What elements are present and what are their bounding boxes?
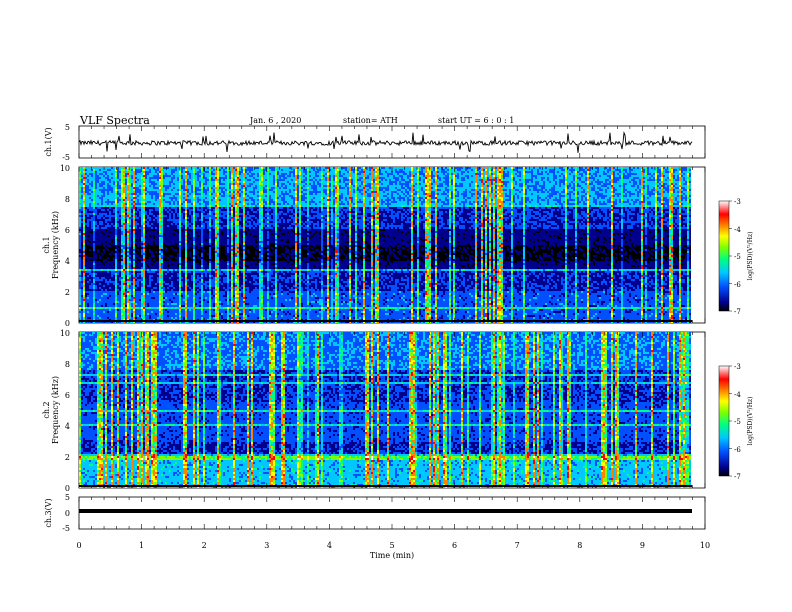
ch2-colorbar-tick-m4: -4 [734, 391, 741, 399]
ch1-spectrogram-panel: 10 8 6 4 2 0 ch.1 Frequency (kHz) [42, 164, 705, 328]
ch2-colorbar-tick-m5: -5 [734, 418, 741, 426]
ch2-colorbar-gradient [719, 366, 729, 476]
ch2-colorbar-tick-m3: -3 [734, 363, 741, 371]
time-axis-label: Time (min) [370, 551, 414, 560]
ch1-ytick-top: 5 [65, 123, 70, 132]
ch2-freq-tick-6: 6 [65, 391, 70, 400]
ch2-freq-tick-0: 0 [65, 484, 70, 493]
ch1-freq-tick-10: 10 [60, 164, 70, 173]
ch3-waveform-panel: 5 0 -5 ch.3(V) [44, 493, 705, 533]
ch1-colorbar-label: log(PSD)(V²/Hz) [747, 232, 754, 281]
time-tick-label: 9 [640, 541, 645, 550]
time-tick-label: 2 [202, 541, 207, 550]
ch2-colorbar-ticks [729, 366, 732, 476]
ch2-freq-tick-8: 8 [65, 360, 70, 369]
ch1-colorbar-gradient [719, 201, 729, 311]
ch2-spec-channel-label: ch.2 [42, 401, 51, 418]
ch2-freq-tick-4: 4 [65, 422, 70, 431]
time-tick-label: 1 [139, 541, 144, 550]
ch1-colorbar-tick-m3: -3 [734, 198, 741, 206]
ch2-freq-tick-10: 10 [60, 329, 70, 338]
time-tick-label: 7 [515, 541, 520, 550]
ch1-waveform-panel: 5 -5 ch.1(V) [44, 123, 705, 162]
ch1-freq-tick-0: 0 [65, 319, 70, 328]
time-tick-label: 0 [76, 541, 81, 550]
figure-title: VLF Spectra [79, 114, 150, 127]
ch3-ytick-mid: 0 [65, 509, 70, 518]
time-tick-label: 10 [700, 541, 710, 550]
ch1-colorbar-tick-m5: -5 [734, 253, 741, 261]
ch2-colorbar-tick-m7: -7 [734, 473, 741, 481]
ch1-ylabel: ch.1(V) [44, 127, 53, 156]
ch2-spectrogram-panel: 10 8 6 4 2 0 ch.2 Frequency (kHz) [42, 329, 705, 493]
ch1-freq-tick-8: 8 [65, 195, 70, 204]
ch1-ytick-bottom: -5 [62, 153, 70, 162]
time-tick-label: 5 [389, 541, 394, 550]
time-tick-label: 4 [327, 541, 332, 550]
ch3-ylabel: ch.3(V) [44, 498, 53, 527]
ch2-spec-ylabel: Frequency (kHz) [51, 376, 60, 444]
ch1-colorbar-tick-m4: -4 [734, 226, 741, 234]
time-tick-label: 3 [264, 541, 269, 550]
ch3-ytick-top: 5 [65, 493, 70, 502]
ch1-colorbar-tick-m6: -6 [734, 281, 741, 289]
ch1-freq-tick-6: 6 [65, 226, 70, 235]
ch2-spectrogram-image [79, 332, 692, 488]
ch3-ytick-bottom: -5 [62, 524, 70, 533]
ch1-spectrogram-image [79, 167, 692, 323]
ch2-colorbar-label: log(PSD)(V²/Hz) [747, 397, 754, 446]
ch2-colorbar: -3 -4 -5 -6 -7 log(PSD)(V²/Hz) [719, 363, 754, 481]
ch1-colorbar-tick-m7: -7 [734, 308, 741, 316]
ch1-freq-tick-2: 2 [65, 288, 70, 297]
time-tick-label: 6 [452, 541, 457, 550]
date-label: Jan. 6 , 2020 [249, 116, 301, 125]
ch1-spec-ylabel: Frequency (kHz) [51, 211, 60, 279]
ch1-freq-tick-4: 4 [65, 257, 70, 266]
ch2-colorbar-tick-m6: -6 [734, 446, 741, 454]
ch2-freq-tick-2: 2 [65, 453, 70, 462]
time-axis: 0 1 2 3 4 5 6 7 8 9 10 [76, 541, 710, 550]
ch1-colorbar: -3 -4 -5 -6 -7 log(PSD)(V²/Hz) [719, 198, 754, 316]
start-time-label: start UT = 6 : 0 : 1 [438, 116, 514, 125]
ch1-spec-channel-label: ch.1 [42, 236, 51, 253]
time-tick-label: 8 [577, 541, 582, 550]
station-label: station= ATH [343, 116, 398, 125]
ch1-colorbar-ticks [729, 201, 732, 311]
